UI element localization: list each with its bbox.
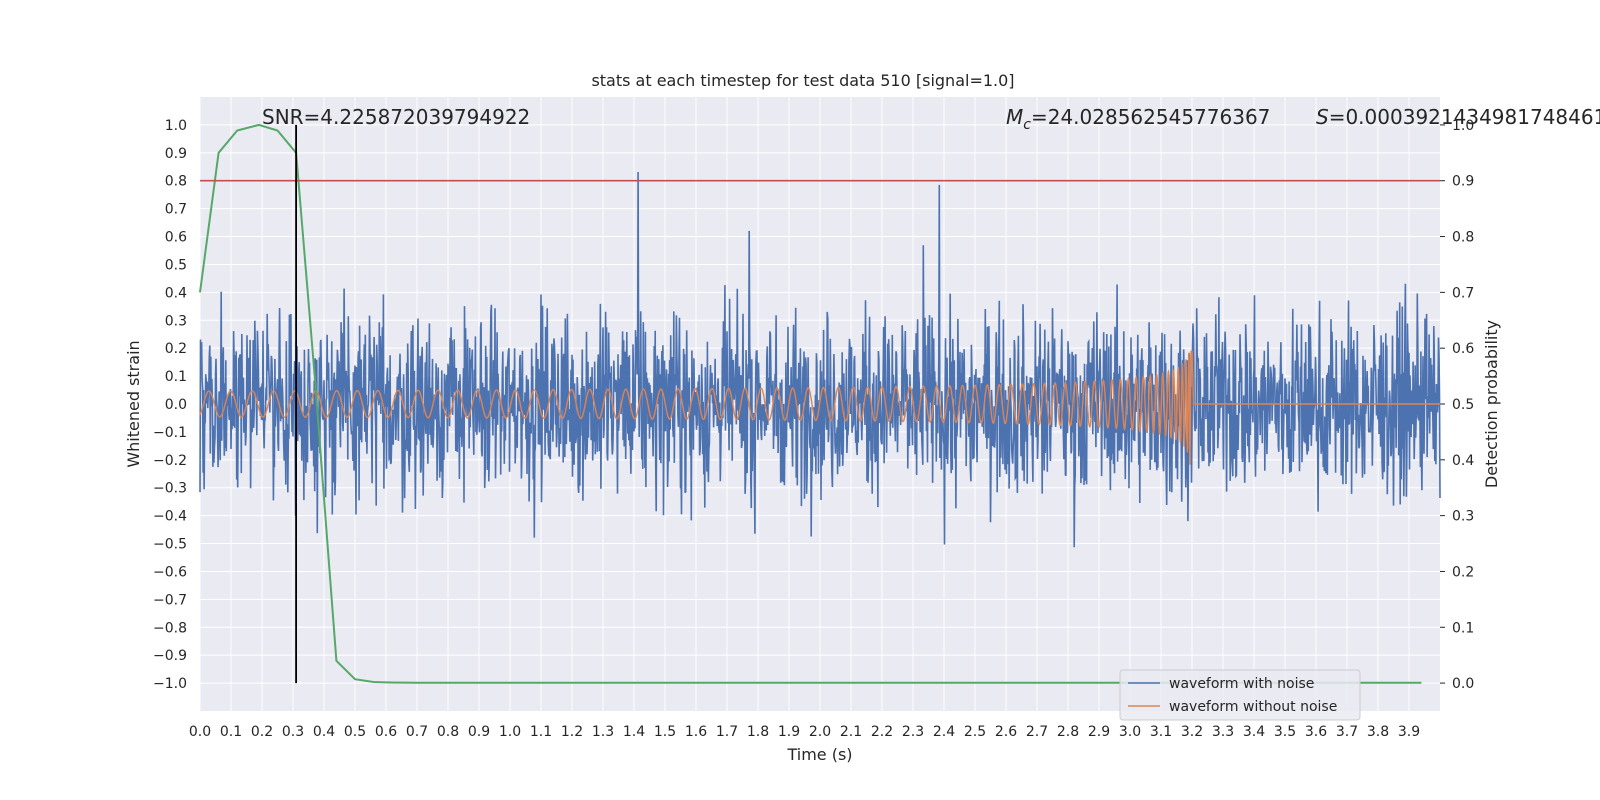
series-waveform-with-noise bbox=[199, 171, 1441, 548]
x-tick-label: 1.5 bbox=[654, 724, 676, 740]
y-tick-label: 0.3 bbox=[165, 313, 187, 329]
clean-line bbox=[199, 350, 1440, 465]
y-tick-label: −0.6 bbox=[153, 564, 187, 580]
probability-line bbox=[199, 123, 1422, 684]
x-tick-label: 1.7 bbox=[716, 724, 738, 740]
y-tick-label: −0.8 bbox=[153, 620, 187, 636]
noise-line bbox=[199, 171, 1441, 548]
x-tick-label: 1.0 bbox=[499, 724, 521, 740]
y2-tick-label: 0.2 bbox=[1452, 564, 1474, 580]
x-tick-label: 2.4 bbox=[933, 724, 955, 740]
y-tick-label: −1.0 bbox=[153, 676, 187, 692]
x-tick-label: 0.6 bbox=[375, 724, 397, 740]
x-tick-label: 2.2 bbox=[871, 724, 893, 740]
x-tick-label: 2.6 bbox=[995, 724, 1017, 740]
y-tick-label: 0.6 bbox=[165, 230, 187, 246]
snr-annotation: SNR=4.225872039794922 bbox=[262, 105, 530, 129]
x-axis-label: Time (s) bbox=[786, 745, 852, 764]
x-tick-label: 2.3 bbox=[902, 724, 924, 740]
y-tick-label: 1.0 bbox=[165, 118, 187, 134]
y-tick-label: 0.7 bbox=[165, 202, 187, 218]
y-tick-label: −0.4 bbox=[153, 509, 187, 525]
x-tick-label: 2.8 bbox=[1057, 724, 1079, 740]
x-tick-label: 0.5 bbox=[344, 724, 366, 740]
x-tick-label: 0.0 bbox=[189, 724, 211, 740]
s-annotation: S=0.00039214349817484617 bbox=[1316, 105, 1600, 129]
x-tick-label: 1.1 bbox=[530, 724, 552, 740]
legend-box bbox=[1119, 669, 1361, 721]
y-tick-label: −0.9 bbox=[153, 648, 187, 664]
y2-tick-label: 0.1 bbox=[1452, 620, 1474, 636]
y-tick-label: −0.1 bbox=[153, 425, 187, 441]
y-tick-label: −0.3 bbox=[153, 481, 187, 497]
y-tick-label: 0.9 bbox=[165, 146, 187, 162]
series-waveform-without-noise bbox=[199, 350, 1440, 465]
y-tick-label: 0.1 bbox=[165, 369, 187, 385]
s-symbol: S bbox=[1316, 105, 1329, 129]
x-tick-label: 0.9 bbox=[468, 724, 490, 740]
y-tick-label: 0.0 bbox=[165, 397, 187, 413]
y2-tick-label: 0.7 bbox=[1452, 285, 1474, 301]
x-tick-label: 3.6 bbox=[1305, 724, 1327, 740]
x-tick-label: 2.9 bbox=[1088, 724, 1110, 740]
legend: waveform with noise waveform without noi… bbox=[1119, 669, 1361, 721]
x-tick-label: 0.2 bbox=[251, 724, 273, 740]
x-tick-label: 1.4 bbox=[623, 724, 645, 740]
mc-annotation: Mc=24.028562545776367 bbox=[1006, 105, 1270, 133]
y2-tick-label: 0.6 bbox=[1452, 341, 1474, 357]
y-tick-label: −0.7 bbox=[153, 592, 187, 608]
x-tick-label: 1.8 bbox=[747, 724, 769, 740]
y-axis-ticks: 1.0 0.9 0.8 0.7 0.6 0.5 0.4 0.3 0.2 0.1 0.0 −0.1 −0.… bbox=[153, 118, 187, 692]
x-tick-label: 3.5 bbox=[1274, 724, 1296, 740]
x-tick-label: 3.0 bbox=[1119, 724, 1141, 740]
x-tick-label: 3.7 bbox=[1336, 724, 1358, 740]
x-tick-label: 2.1 bbox=[840, 724, 862, 740]
y2-axis-ticks: 0.0 0.1 0.2 0.3 0.4 0.5 0.6 0.7 0.8 0.9 1.0 bbox=[1440, 118, 1474, 692]
x-tick-label: 2.7 bbox=[1026, 724, 1048, 740]
y2-tick-label: 0.0 bbox=[1452, 676, 1474, 692]
x-tick-label: 0.7 bbox=[406, 724, 428, 740]
y-tick-label: 0.2 bbox=[165, 341, 187, 357]
x-tick-label: 0.1 bbox=[220, 724, 242, 740]
x-tick-label: 1.3 bbox=[592, 724, 614, 740]
y-tick-label: 0.4 bbox=[165, 285, 187, 301]
x-tick-label: 3.1 bbox=[1150, 724, 1172, 740]
x-tick-label: 3.9 bbox=[1398, 724, 1420, 740]
y-tick-label: −0.2 bbox=[153, 453, 187, 469]
y2-tick-label: 0.9 bbox=[1452, 174, 1474, 190]
x-tick-label: 1.2 bbox=[561, 724, 583, 740]
x-tick-label: 1.9 bbox=[778, 724, 800, 740]
y-tick-label: 0.5 bbox=[165, 257, 187, 273]
x-tick-label: 3.3 bbox=[1212, 724, 1234, 740]
x-tick-label: 0.4 bbox=[313, 724, 335, 740]
x-tick-label: 3.8 bbox=[1367, 724, 1389, 740]
mc-subscript: c bbox=[1023, 117, 1031, 133]
y-axis-label: Whitened strain bbox=[124, 340, 143, 467]
mc-value: =24.028562545776367 bbox=[1031, 105, 1270, 129]
y2-tick-label: 0.3 bbox=[1452, 509, 1474, 525]
chart-title: stats at each timestep for test data 510… bbox=[591, 71, 1014, 90]
x-tick-label: 0.3 bbox=[282, 724, 304, 740]
overlays bbox=[200, 124, 1440, 684]
y2-tick-label: 0.4 bbox=[1452, 453, 1474, 469]
x-tick-label: 0.8 bbox=[437, 724, 459, 740]
y2-tick-label: 1.0 bbox=[1452, 118, 1474, 134]
y-tick-label: −0.5 bbox=[153, 537, 187, 553]
series-detection-probability bbox=[199, 123, 1422, 684]
mc-symbol: M bbox=[1006, 105, 1023, 129]
legend-label-clean: waveform without noise bbox=[1169, 699, 1337, 715]
x-axis-ticks: 0.0 0.1 0.2 0.3 0.4 0.5 0.6 0.7 0.8 0.9 1.0 1.1 1.2 1… bbox=[189, 724, 1420, 740]
s-value: =0.00039214349817484617 bbox=[1329, 105, 1600, 129]
x-tick-label: 3.4 bbox=[1243, 724, 1265, 740]
y-tick-label: 0.8 bbox=[165, 174, 187, 190]
x-tick-label: 2.5 bbox=[964, 724, 986, 740]
y2-tick-label: 0.5 bbox=[1452, 397, 1474, 413]
x-tick-label: 3.2 bbox=[1181, 724, 1203, 740]
x-tick-label: 1.6 bbox=[685, 724, 707, 740]
legend-label-noise: waveform with noise bbox=[1169, 676, 1314, 692]
x-tick-label: 2.0 bbox=[809, 724, 831, 740]
y2-axis-label: Detection probability bbox=[1482, 320, 1501, 488]
y2-tick-label: 0.8 bbox=[1452, 230, 1474, 246]
